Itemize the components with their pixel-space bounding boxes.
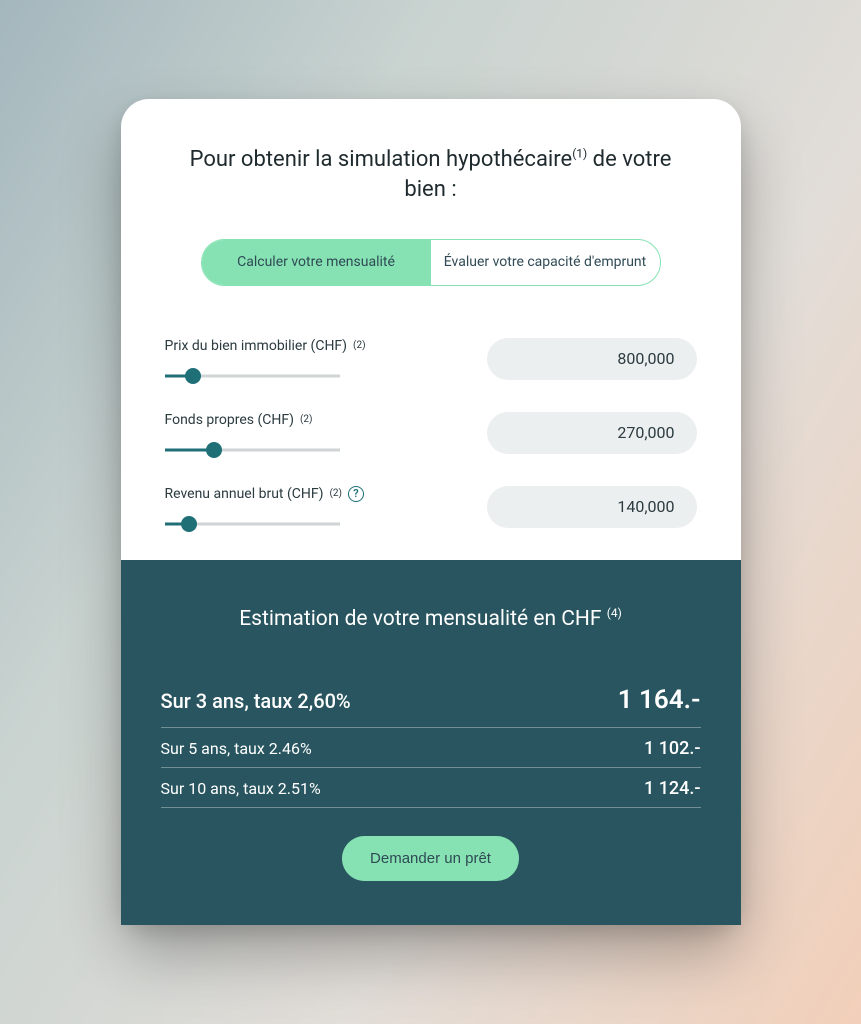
field-own-funds: Fonds propres (CHF) (2) 270,000 <box>165 412 697 458</box>
result-value: 1 102.- <box>644 738 701 759</box>
result-row-3y: Sur 3 ans, taux 2,60% 1 164.- <box>161 685 701 728</box>
result-value: 1 164.- <box>618 685 701 715</box>
slider-thumb[interactable] <box>181 516 197 532</box>
slider-thumb[interactable] <box>185 368 201 384</box>
tab-label: Calculer votre mensualité <box>237 254 395 271</box>
result-value: 1 124.- <box>644 778 701 799</box>
result-row-10y: Sur 10 ans, taux 2.51% 1 124.- <box>161 768 701 808</box>
tab-label: Évaluer votre capacité d'emprunt <box>444 254 647 271</box>
tab-monthly-payment[interactable]: Calculer votre mensualité <box>202 240 431 285</box>
slider-property-price[interactable] <box>165 368 340 384</box>
field-label: Fonds propres (CHF) (2) <box>165 412 453 428</box>
results-title: Estimation de votre mensualité en CHF (4… <box>161 606 701 631</box>
mode-tabs: Calculer votre mensualité Évaluer votre … <box>201 239 661 286</box>
help-icon[interactable]: ? <box>348 486 364 502</box>
request-loan-button[interactable]: Demander un prêt <box>342 836 519 881</box>
results-panel: Estimation de votre mensualité en CHF (4… <box>121 560 741 925</box>
value-own-funds[interactable]: 270,000 <box>487 412 697 454</box>
tab-borrowing-capacity[interactable]: Évaluer votre capacité d'emprunt <box>431 240 660 285</box>
result-label: Sur 3 ans, taux 2,60% <box>161 689 351 713</box>
input-fields: Prix du bien immobilier (CHF) (2) 800,00… <box>155 338 707 532</box>
field-label: Prix du bien immobilier (CHF) (2) <box>165 338 453 354</box>
value-property-price[interactable]: 800,000 <box>487 338 697 380</box>
simulator-card: Pour obtenir la simulation hypothécaire(… <box>121 99 741 924</box>
title-sup: (1) <box>572 147 587 161</box>
slider-own-funds[interactable] <box>165 442 340 458</box>
result-label: Sur 10 ans, taux 2.51% <box>161 779 321 798</box>
value-gross-income[interactable]: 140,000 <box>487 486 697 528</box>
title-line1: Pour obtenir la simulation hypothécaire <box>190 147 573 172</box>
slider-gross-income[interactable] <box>165 516 340 532</box>
result-row-5y: Sur 5 ans, taux 2.46% 1 102.- <box>161 728 701 768</box>
field-gross-income: Revenu annuel brut (CHF) (2) ? 140,000 <box>165 486 697 532</box>
page-title: Pour obtenir la simulation hypothécaire(… <box>175 145 687 204</box>
slider-thumb[interactable] <box>206 442 222 458</box>
field-property-price: Prix du bien immobilier (CHF) (2) 800,00… <box>165 338 697 384</box>
result-label: Sur 5 ans, taux 2.46% <box>161 739 312 758</box>
field-label: Revenu annuel brut (CHF) (2) ? <box>165 486 453 502</box>
